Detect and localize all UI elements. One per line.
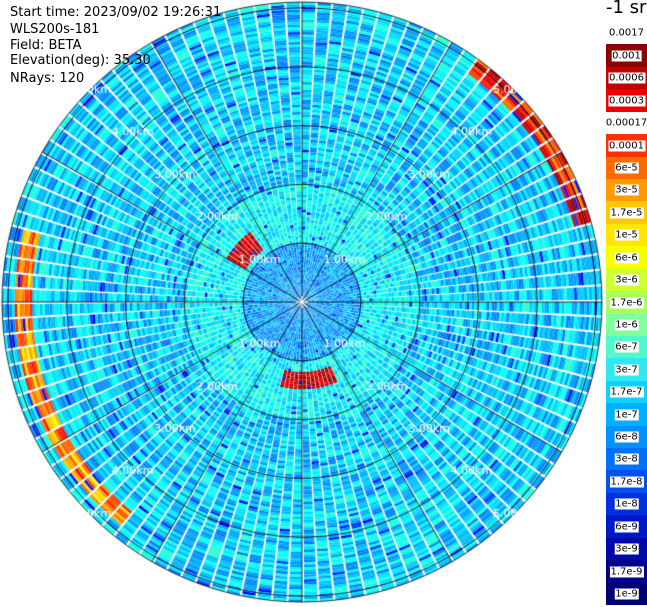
colorbar-label: 6e-6	[614, 252, 639, 264]
colorbar-cell: 0.0017	[606, 22, 647, 45]
colorbar-label: 0.00017	[604, 117, 647, 129]
colorbar-cell: 0.0003	[606, 89, 647, 113]
colorbar-cell: 3e-5	[606, 178, 647, 202]
colorbar-label: 3e-7	[614, 364, 639, 376]
colorbar-label: 3e-5	[614, 184, 639, 196]
colorbar-label: 1e-5	[614, 229, 639, 241]
colorbar-cell: 1e-6	[606, 313, 647, 337]
colorbar-cell: 1.7e-9	[606, 560, 647, 584]
colorbar-cell: 1.7e-5	[606, 201, 647, 225]
colorbar-cell: 6e-9	[606, 515, 647, 539]
colorbar-label: 6e-7	[614, 341, 639, 353]
colorbar-cell: 1.7e-8	[606, 470, 647, 494]
field-label: Field: BETA	[10, 38, 82, 53]
colorbar-label: 3e-6	[614, 274, 639, 286]
colorbar-label: 0.0001	[608, 140, 645, 152]
colorbar-label: 1e-9	[614, 588, 639, 600]
colorbar-cell: 0.0006	[606, 66, 647, 90]
colorbar-label: 1.7e-5	[609, 207, 644, 219]
colorbar-cell: 3e-6	[606, 268, 647, 292]
colorbar-label: 6e-8	[614, 431, 639, 443]
colorbar-cell: 1e-5	[606, 223, 647, 247]
colorbar-title: -1 sr	[606, 0, 647, 18]
colorbar-cell: 1.7e-7	[606, 380, 647, 404]
colorbar-label: 3e-8	[614, 453, 639, 465]
colorbar-label: 3e-9	[614, 543, 639, 555]
start-time-label: Start time: 2023/09/02 19:26:31	[10, 5, 222, 20]
colorbar-cell: 0.0001	[606, 134, 647, 158]
colorbar-label: 1.7e-8	[609, 476, 644, 488]
colorbar-cell: 1e-8	[606, 492, 647, 516]
colorbar-cell: 3e-7	[606, 358, 647, 382]
colorbar-cell: 6e-6	[606, 246, 647, 270]
ppi-plot	[0, 0, 606, 607]
colorbar-label: 1.7e-6	[609, 297, 644, 309]
colorbar-label: 6e-9	[614, 521, 639, 533]
colorbar-label: 1e-7	[614, 409, 639, 421]
colorbar-label: 0.0006	[608, 72, 645, 84]
colorbar-cell: 1e-7	[606, 403, 647, 427]
colorbar-label: 1e-8	[614, 498, 639, 510]
colorbar-cell: 1.7e-6	[606, 291, 647, 314]
nrays-label: NRays: 120	[10, 71, 85, 86]
colorbar-cell: 3e-9	[606, 537, 647, 561]
colorbar-label: 6e-5	[614, 162, 639, 174]
colorbar-cell: 6e-8	[606, 425, 647, 449]
colorbar: 0.0017 0.001 0.0006 0.0003 0.00017 0.0001 6e-5…	[604, 22, 647, 606]
colorbar-label: 1e-6	[614, 319, 639, 331]
colorbar-cell: 3e-8	[606, 448, 647, 471]
colorbar-cell: 0.00017	[604, 111, 647, 135]
instrument-label: WLS200s-181	[10, 22, 100, 37]
elevation-label: Elevation(deg): 35.30	[10, 53, 151, 68]
colorbar-label: 1.7e-7	[609, 386, 644, 398]
colorbar-cell: 6e-5	[606, 156, 647, 180]
colorbar-label: 0.0017	[608, 27, 645, 39]
colorbar-cell: 6e-7	[606, 335, 647, 359]
colorbar-cell: 1e-9	[606, 582, 647, 606]
colorbar-label: 0.001	[611, 50, 642, 62]
colorbar-label: 0.0003	[608, 95, 645, 107]
colorbar-cell: 0.001	[606, 44, 647, 68]
colorbar-label: 1.7e-9	[609, 566, 644, 578]
